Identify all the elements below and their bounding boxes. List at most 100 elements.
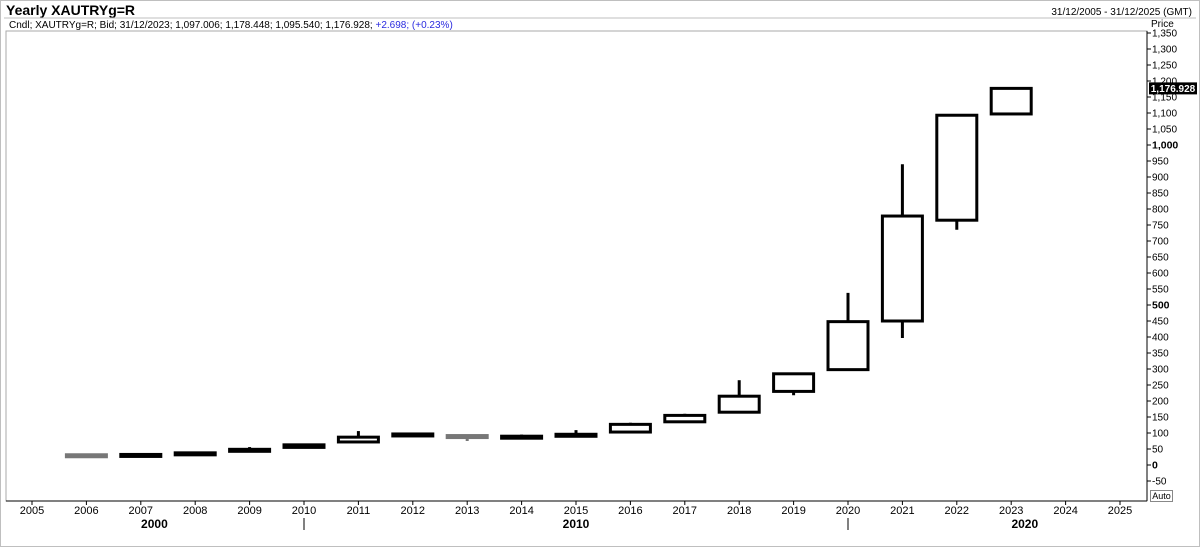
candle-2013 [445, 434, 489, 441]
y-tick-label: 500 [1152, 300, 1170, 312]
x-tick-label: 2015 [564, 505, 588, 517]
legend-change-pct: (+0.23%) [411, 20, 453, 31]
x-tick-label: 2009 [237, 505, 261, 517]
x-tick-label: 2011 [347, 505, 371, 517]
y-axis: -50 0 50 100 150 200 250 300 350 400 450 500 550 600 6… [1147, 29, 1178, 488]
y-tick-label: 100 [1152, 429, 1169, 440]
x-tick-label: 2019 [781, 505, 805, 517]
x-tick-label: 2012 [401, 505, 425, 517]
candle-body [391, 432, 435, 438]
y-tick-label: -50 [1152, 477, 1167, 488]
last-price-text: 1,176.928 [1151, 84, 1196, 95]
candle-body [282, 443, 326, 449]
x-tick-label: 2022 [945, 505, 969, 517]
candle-body [935, 113, 979, 222]
y-tick-label: 950 [1152, 157, 1169, 168]
candle-2010 [282, 443, 326, 449]
candle-2014 [500, 434, 544, 440]
y-tick-label: 750 [1152, 221, 1169, 232]
candle-body [772, 372, 816, 393]
candle-body [445, 434, 489, 440]
chart-title: Yearly XAUTRYg=R [6, 2, 136, 18]
legend-change: +2.698; [375, 20, 410, 31]
x-tick-label: 2024 [1053, 505, 1077, 517]
y-tick-label: 50 [1152, 445, 1164, 456]
candle-2012 [391, 432, 435, 438]
decade-label: 2010 [563, 517, 590, 531]
y-tick-label: 400 [1152, 333, 1169, 344]
candle-2021 [880, 164, 924, 338]
y-tick-label: 900 [1152, 173, 1169, 184]
date-range: 31/12/2005 - 31/12/2025 (GMT) [1051, 7, 1192, 18]
candle-2020 [826, 292, 870, 372]
x-tick-label: 2007 [129, 505, 153, 517]
candle-body [336, 435, 380, 444]
y-tick-label: 1,300 [1152, 45, 1177, 56]
y-tick-label: 1,150 [1152, 93, 1177, 104]
candle-2017 [663, 413, 707, 424]
x-tick-label: 2020 [836, 505, 860, 517]
y-tick-label: 700 [1152, 237, 1169, 248]
x-tick-label: 2014 [509, 505, 533, 517]
candle-2006 [64, 453, 108, 459]
candle-body [173, 451, 217, 457]
y-tick-label: 1,250 [1152, 61, 1177, 72]
x-tick-label: 2005 [20, 505, 44, 517]
x-tick-label: 2010 [292, 505, 316, 517]
x-tick-label: 2016 [618, 505, 642, 517]
y-tick-label: 150 [1152, 413, 1169, 424]
y-tick-label: 850 [1152, 189, 1169, 200]
series-legend: Cndl; XAUTRYg=R; Bid; 31/12/2023; 1,097.… [9, 20, 453, 31]
x-tick-label: 2018 [727, 505, 751, 517]
candle-2019 [772, 372, 816, 396]
y-tick-label: 600 [1152, 269, 1169, 280]
y-tick-label: 300 [1152, 365, 1169, 376]
candle-2011 [336, 431, 380, 444]
y-tick-label: 550 [1152, 285, 1169, 296]
legend-text: Cndl; XAUTRYg=R; Bid; 31/12/2023; 1,097.… [9, 20, 373, 31]
y-tick-label: 200 [1152, 397, 1169, 408]
candle-body [717, 394, 761, 414]
candle-2015 [554, 430, 598, 438]
candle-body [989, 86, 1033, 116]
auto-scale-button[interactable]: Auto [1150, 490, 1173, 502]
candle-2023 [989, 86, 1033, 116]
candle-body [64, 453, 108, 459]
candle-body [228, 447, 272, 453]
candle-body [826, 320, 870, 372]
x-tick-label: 2013 [455, 505, 479, 517]
x-tick-label: 2008 [183, 505, 207, 517]
y-tick-label: 800 [1152, 205, 1169, 216]
x-axis: 2005 2006 2007 2008 2009 2010 2011 2012 2013 2014… [20, 501, 1132, 531]
x-tick-label: 2017 [673, 505, 697, 517]
candle-body [663, 413, 707, 424]
price-axis-label: Price [1151, 19, 1174, 30]
decade-label: 2020 [1011, 517, 1038, 531]
y-tick-label: 1,000 [1152, 140, 1178, 152]
x-tick-label: 2023 [999, 505, 1023, 517]
y-tick-label: 1,200 [1152, 77, 1177, 88]
candle-body [554, 432, 598, 438]
candle-body [608, 422, 652, 434]
candle-2022 [935, 113, 979, 230]
candle-2008 [173, 451, 217, 457]
y-tick-label: 250 [1152, 381, 1169, 392]
y-tick-label: 1,100 [1152, 109, 1177, 120]
x-tick-label: 2021 [890, 505, 914, 517]
last-price-badge [1149, 82, 1197, 95]
candle-2007 [119, 452, 163, 458]
candle-2016 [608, 422, 652, 434]
y-tick-label: 450 [1152, 317, 1169, 328]
x-tick-label: 2025 [1108, 505, 1132, 517]
candle-body [119, 452, 163, 458]
last-price-marker: 1,176.928 [1149, 82, 1197, 95]
y-tick-label: 350 [1152, 349, 1169, 360]
candle-body [500, 434, 544, 440]
x-tick-label: 2006 [74, 505, 98, 517]
candle-2018 [717, 380, 761, 414]
candle-body [880, 214, 924, 323]
y-tick-label: 1,050 [1152, 125, 1177, 136]
decade-label: 2000 [141, 517, 168, 531]
candles [64, 86, 1033, 459]
